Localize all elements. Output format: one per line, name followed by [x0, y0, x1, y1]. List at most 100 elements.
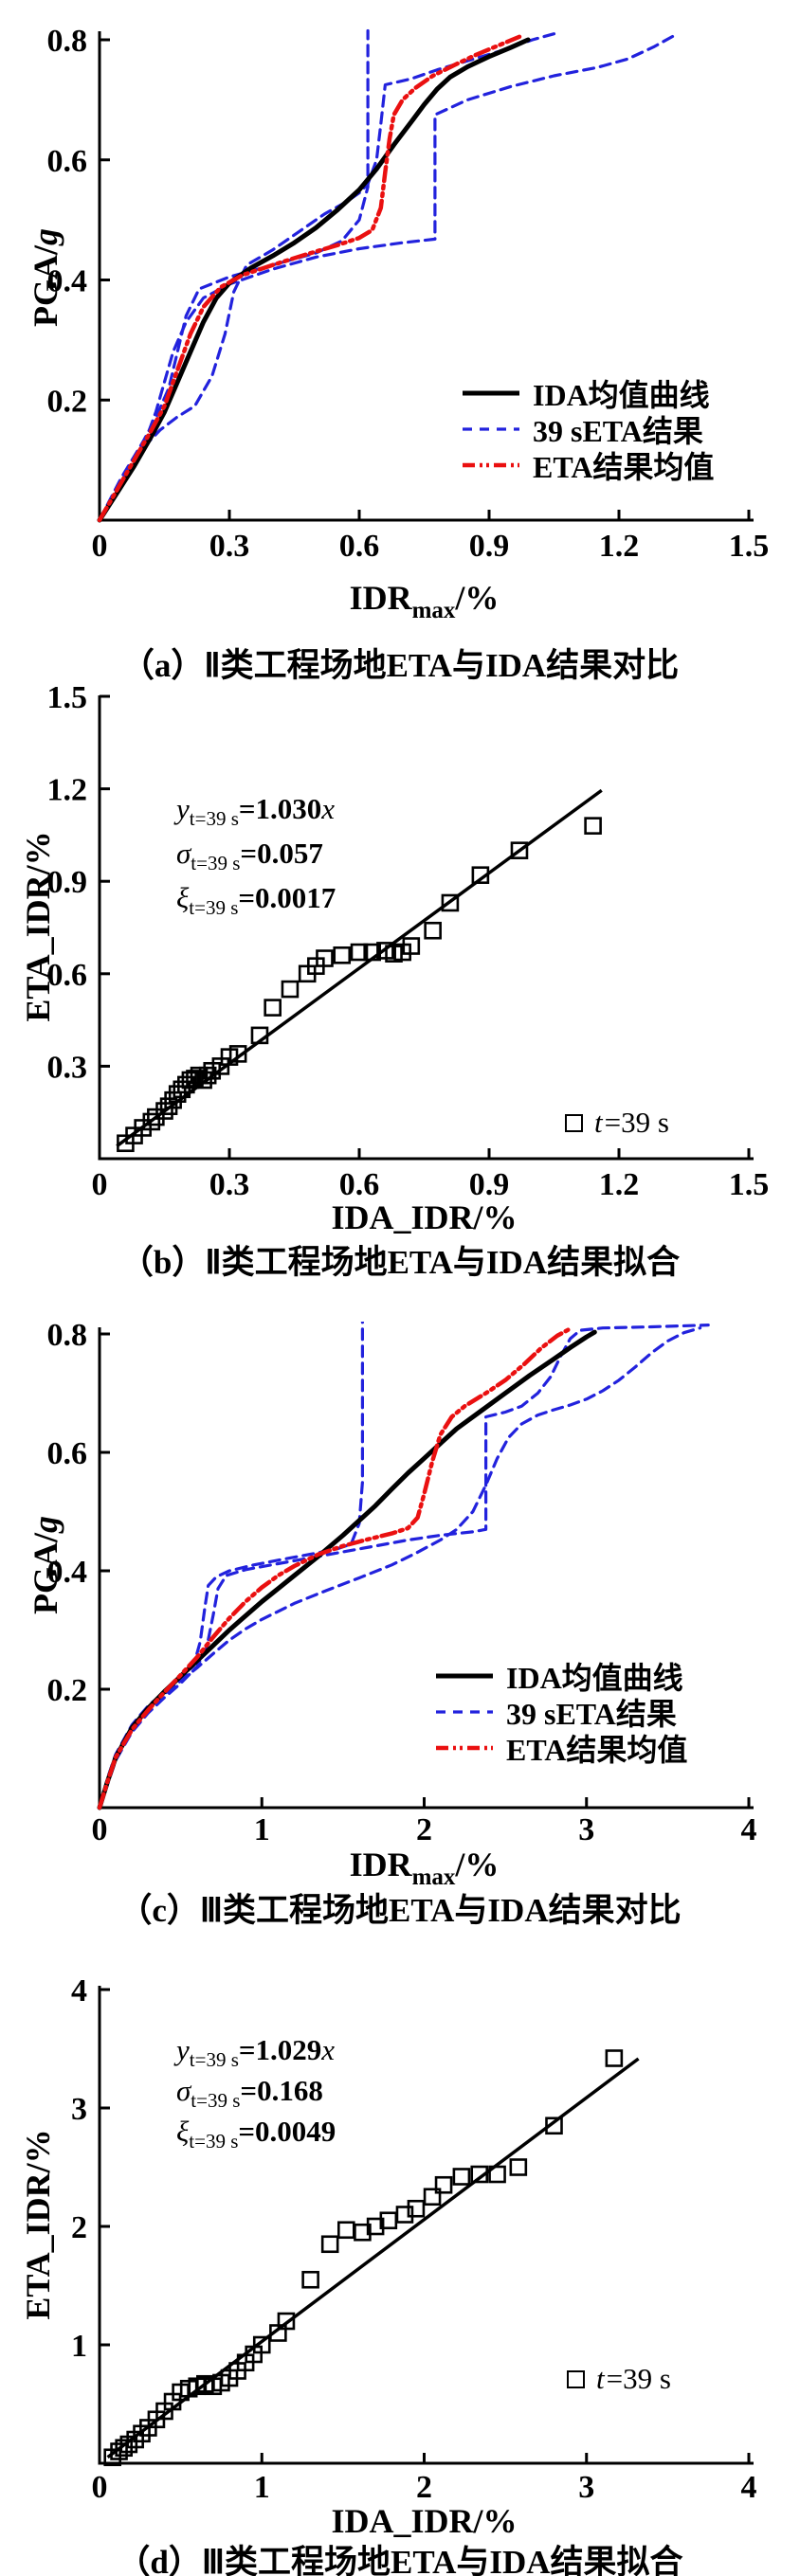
dashed-line-swatch-icon — [436, 1710, 493, 1714]
fit-equations-d: yt=39 s=1.029x σt=39 s=0.168 ξt=39 s=0.0… — [176, 2029, 336, 2153]
data-point-square — [407, 2199, 426, 2218]
x-axis-label-unit: /% — [473, 2502, 518, 2540]
x-tick-label: 1.2 — [599, 1167, 640, 1202]
data-point-square — [320, 2235, 339, 2254]
y-axis-label-italic: g — [27, 228, 64, 245]
fit-sigma: σt=39 s=0.057 — [176, 831, 336, 875]
eta-run-curve-3 — [98, 1326, 702, 1810]
panel-c-plot: 0 1 2 3 4 0.2 0.4 0.6 0.8 — [47, 1322, 757, 1847]
data-point-square — [363, 943, 382, 962]
x-tick-label: 0 — [92, 1167, 108, 1202]
data-point-square — [402, 937, 421, 955]
data-point-square — [424, 921, 442, 940]
data-point-square — [333, 946, 352, 964]
x-axis-label-text: IDR — [349, 579, 412, 617]
equation-value: =1.029 — [238, 2033, 322, 2066]
y-tick-label: 1 — [71, 2329, 87, 2364]
legend-label: ETA结果均值 — [533, 450, 715, 484]
x-tick-label: 2 — [416, 2470, 432, 2505]
data-point-square — [488, 2165, 506, 2184]
x-tick-label: 1.5 — [729, 529, 770, 564]
dashdot-line-swatch-icon — [436, 1745, 493, 1751]
data-point-square — [354, 2223, 372, 2242]
fit-xi: ξt=39 s=0.0049 — [176, 2111, 336, 2153]
equation-value: =0.168 — [240, 2074, 323, 2107]
panel-b-plot: 0 0.3 0.6 0.9 1.2 1.5 0.3 0.6 0.9 1.2 1.5 — [47, 682, 770, 1202]
data-point-square — [470, 2165, 489, 2184]
y-tick-label: 2 — [71, 2210, 87, 2245]
y-tick-label: 1.5 — [47, 682, 88, 715]
data-point-square — [471, 866, 490, 884]
equation-subscript: t=39 s — [189, 2048, 239, 2071]
x-axis-label-unit: /% — [455, 1846, 500, 1883]
data-point-square — [228, 1045, 247, 1063]
x-axis-label-sub: max — [411, 1864, 456, 1890]
legend-item-eta-mean: ETA结果均值 — [434, 1730, 687, 1767]
x-axis-label-text: IDR — [349, 1846, 412, 1883]
x-tick-label: 1.2 — [599, 529, 640, 564]
point-legend-b: t =39 s — [565, 1106, 669, 1140]
data-point-square — [316, 949, 334, 967]
legend-a: IDA均值曲线 39 sETA结果 ETA结果均值 — [461, 375, 714, 484]
equation-value: =1.030 — [238, 792, 322, 825]
x-tick-label: 1 — [254, 1812, 270, 1847]
equation-subscript: t=39 s — [189, 896, 239, 919]
x-tick-label: 0.3 — [209, 529, 250, 564]
data-point-square — [584, 817, 602, 835]
legend-c: IDA均值曲线 39 sETA结果 ETA结果均值 — [434, 1658, 687, 1767]
y-tick-label: 4 — [71, 1980, 87, 2009]
data-point-square — [545, 2117, 563, 2135]
caption-b: （b）Ⅱ类工程场地ETA与IDA结果拟合 — [119, 1244, 681, 1281]
y-tick-label: 1.2 — [47, 773, 88, 808]
caption-d: （d）Ⅲ类工程场地ETA与IDA结果拟合 — [117, 2544, 683, 2576]
y-tick-label: 0.6 — [47, 1436, 88, 1471]
caption-a: （a）Ⅱ类工程场地ETA与IDA结果对比 — [120, 647, 680, 684]
x-axis-label-b: IDA_IDR/% — [100, 1198, 749, 1244]
fit-xi: ξt=39 s=0.0017 — [176, 875, 336, 920]
data-point-square — [264, 999, 282, 1017]
x-tick-label: 4 — [741, 2470, 757, 2505]
data-point-square — [510, 841, 529, 859]
x-axis-label-d: IDA_IDR/% — [100, 2501, 749, 2548]
x-tick-label: 0.3 — [209, 1167, 250, 1202]
data-point-square — [250, 1026, 269, 1045]
eta-run-curve-1 — [98, 1322, 364, 1810]
y-tick-label: 0.6 — [47, 144, 88, 179]
x-tick-label: 4 — [741, 1812, 757, 1847]
dashed-line-swatch-icon — [463, 427, 519, 431]
equation-subscript: t=39 s — [191, 852, 241, 874]
x-axis-label-unit: /% — [473, 1198, 518, 1236]
data-point-square — [252, 2335, 271, 2354]
fit-sigma: σt=39 s=0.168 — [176, 2070, 336, 2112]
line-swatch-icon — [436, 1673, 493, 1679]
data-point-square — [336, 2221, 355, 2240]
legend-t-variable: t — [596, 2362, 605, 2395]
legend-label: ETA结果均值 — [506, 1733, 688, 1767]
x-tick-label: 3 — [578, 2470, 594, 2505]
equation-variable: σ — [176, 837, 191, 870]
y-tick-label: 0.2 — [47, 384, 88, 419]
fit-equation: yt=39 s=1.030x — [176, 786, 336, 831]
equation-variable: σ — [176, 2074, 191, 2107]
y-axis-label-text: PGA/ — [27, 1533, 64, 1614]
equation-value: =0.0017 — [238, 881, 336, 914]
x-axis-label-text: IDA_IDR — [331, 2502, 474, 2540]
eta-mean-curve — [97, 34, 522, 523]
x-axis-label-a: IDRmax/% — [100, 578, 749, 624]
eta-run-curve-2 — [98, 33, 678, 522]
data-point-square — [366, 2217, 385, 2236]
equation-value: =0.0049 — [238, 2115, 336, 2148]
legend-item-ida-mean: IDA均值曲线 — [461, 375, 714, 412]
legend-t-variable: t — [594, 1106, 603, 1139]
legend-item-eta-mean: ETA结果均值 — [461, 447, 714, 484]
x-tick-label: 0 — [92, 2470, 108, 2505]
equation-subscript: t=39 s — [191, 2089, 241, 2112]
x-tick-label: 2 — [416, 1812, 432, 1847]
panel-d-plot: 0 1 2 3 4 1 2 3 4 — [71, 1980, 757, 2505]
data-point-square — [277, 2312, 296, 2331]
x-tick-label: 1.5 — [729, 1167, 770, 1202]
data-point-square — [441, 893, 460, 912]
equation-variable: ξ — [176, 881, 190, 914]
x-tick-label: 0.6 — [339, 1167, 380, 1202]
equation-variable: y — [176, 2033, 190, 2066]
